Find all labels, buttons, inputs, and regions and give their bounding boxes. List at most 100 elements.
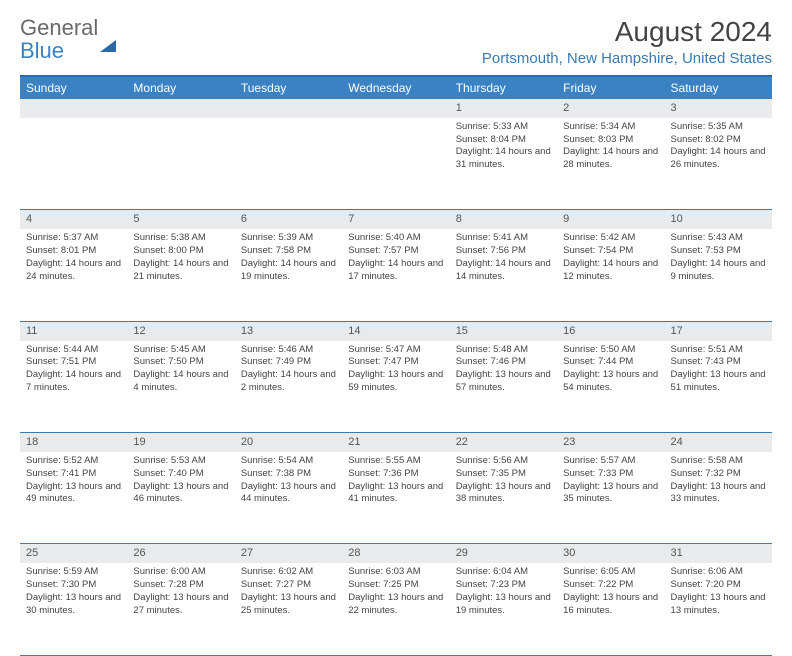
daylight: Daylight: 13 hours and 46 minutes. xyxy=(133,481,228,507)
sunrise: Sunrise: 5:48 AM xyxy=(456,344,551,357)
sunset: Sunset: 8:00 PM xyxy=(133,245,228,258)
daylight: Daylight: 13 hours and 51 minutes. xyxy=(671,369,766,395)
daylight: Daylight: 13 hours and 22 minutes. xyxy=(348,592,443,618)
daylight: Daylight: 14 hours and 28 minutes. xyxy=(563,146,658,172)
day-header-row: SundayMondayTuesdayWednesdayThursdayFrid… xyxy=(20,76,772,99)
day-number xyxy=(235,99,342,118)
day-number: 19 xyxy=(127,433,234,452)
day-cell: Sunrise: 5:59 AMSunset: 7:30 PMDaylight:… xyxy=(20,563,127,655)
sunset: Sunset: 8:03 PM xyxy=(563,134,658,147)
sunset: Sunset: 7:50 PM xyxy=(133,356,228,369)
daylight: Daylight: 14 hours and 19 minutes. xyxy=(241,258,336,284)
daylight: Daylight: 13 hours and 25 minutes. xyxy=(241,592,336,618)
day-number: 24 xyxy=(665,433,772,452)
sunset: Sunset: 8:01 PM xyxy=(26,245,121,258)
daylight: Daylight: 14 hours and 12 minutes. xyxy=(563,258,658,284)
sunrise: Sunrise: 5:39 AM xyxy=(241,232,336,245)
day-number: 10 xyxy=(665,210,772,229)
sunset: Sunset: 7:58 PM xyxy=(241,245,336,258)
sunrise: Sunrise: 5:38 AM xyxy=(133,232,228,245)
location: Portsmouth, New Hampshire, United States xyxy=(482,50,772,67)
sunset: Sunset: 7:32 PM xyxy=(671,468,766,481)
daylight: Daylight: 13 hours and 27 minutes. xyxy=(133,592,228,618)
day-number: 20 xyxy=(235,433,342,452)
day-cell xyxy=(20,118,127,210)
daylight: Daylight: 13 hours and 38 minutes. xyxy=(456,481,551,507)
daylight: Daylight: 14 hours and 26 minutes. xyxy=(671,146,766,172)
sunset: Sunset: 7:40 PM xyxy=(133,468,228,481)
day-cell: Sunrise: 5:35 AMSunset: 8:02 PMDaylight:… xyxy=(665,118,772,210)
day-header: Sunday xyxy=(20,76,127,99)
day-number: 29 xyxy=(450,544,557,563)
daylight: Daylight: 14 hours and 2 minutes. xyxy=(241,369,336,395)
sunrise: Sunrise: 5:42 AM xyxy=(563,232,658,245)
day-number: 26 xyxy=(127,544,234,563)
sunrise: Sunrise: 5:40 AM xyxy=(348,232,443,245)
sunrise: Sunrise: 5:41 AM xyxy=(456,232,551,245)
calendar-table: SundayMondayTuesdayWednesdayThursdayFrid… xyxy=(20,75,772,656)
day-cell: Sunrise: 5:57 AMSunset: 7:33 PMDaylight:… xyxy=(557,452,664,544)
sunrise: Sunrise: 5:33 AM xyxy=(456,121,551,134)
sunset: Sunset: 7:23 PM xyxy=(456,579,551,592)
day-number: 1 xyxy=(450,99,557,118)
day-cell: Sunrise: 5:46 AMSunset: 7:49 PMDaylight:… xyxy=(235,341,342,433)
day-header: Friday xyxy=(557,76,664,99)
day-number-row: 25262728293031 xyxy=(20,544,772,563)
daylight: Daylight: 13 hours and 19 minutes. xyxy=(456,592,551,618)
sunrise: Sunrise: 6:04 AM xyxy=(456,566,551,579)
day-cell: Sunrise: 6:04 AMSunset: 7:23 PMDaylight:… xyxy=(450,563,557,655)
sunset: Sunset: 7:57 PM xyxy=(348,245,443,258)
sunrise: Sunrise: 5:46 AM xyxy=(241,344,336,357)
daylight: Daylight: 13 hours and 54 minutes. xyxy=(563,369,658,395)
daylight: Daylight: 13 hours and 59 minutes. xyxy=(348,369,443,395)
day-cell: Sunrise: 5:38 AMSunset: 8:00 PMDaylight:… xyxy=(127,229,234,321)
day-number: 5 xyxy=(127,210,234,229)
sunrise: Sunrise: 5:45 AM xyxy=(133,344,228,357)
sunset: Sunset: 7:28 PM xyxy=(133,579,228,592)
sunset: Sunset: 7:56 PM xyxy=(456,245,551,258)
day-number: 13 xyxy=(235,321,342,340)
sunrise: Sunrise: 5:34 AM xyxy=(563,121,658,134)
day-cell: Sunrise: 5:47 AMSunset: 7:47 PMDaylight:… xyxy=(342,341,449,433)
day-cell: Sunrise: 5:34 AMSunset: 8:03 PMDaylight:… xyxy=(557,118,664,210)
sunrise: Sunrise: 6:02 AM xyxy=(241,566,336,579)
day-number: 30 xyxy=(557,544,664,563)
day-cell: Sunrise: 5:52 AMSunset: 7:41 PMDaylight:… xyxy=(20,452,127,544)
day-cell: Sunrise: 5:42 AMSunset: 7:54 PMDaylight:… xyxy=(557,229,664,321)
day-number xyxy=(342,99,449,118)
day-number: 27 xyxy=(235,544,342,563)
day-number: 6 xyxy=(235,210,342,229)
daylight: Daylight: 13 hours and 44 minutes. xyxy=(241,481,336,507)
day-cell: Sunrise: 6:06 AMSunset: 7:20 PMDaylight:… xyxy=(665,563,772,655)
day-header: Wednesday xyxy=(342,76,449,99)
sunset: Sunset: 7:33 PM xyxy=(563,468,658,481)
day-number: 23 xyxy=(557,433,664,452)
sunrise: Sunrise: 6:03 AM xyxy=(348,566,443,579)
sunrise: Sunrise: 6:06 AM xyxy=(671,566,766,579)
sunrise: Sunrise: 5:55 AM xyxy=(348,455,443,468)
day-cell xyxy=(342,118,449,210)
day-number: 21 xyxy=(342,433,449,452)
day-number: 28 xyxy=(342,544,449,563)
sunrise: Sunrise: 5:53 AM xyxy=(133,455,228,468)
day-number: 9 xyxy=(557,210,664,229)
day-number-row: 11121314151617 xyxy=(20,321,772,340)
day-cell: Sunrise: 6:03 AMSunset: 7:25 PMDaylight:… xyxy=(342,563,449,655)
day-cell: Sunrise: 5:48 AMSunset: 7:46 PMDaylight:… xyxy=(450,341,557,433)
daylight: Daylight: 14 hours and 9 minutes. xyxy=(671,258,766,284)
day-cell: Sunrise: 6:02 AMSunset: 7:27 PMDaylight:… xyxy=(235,563,342,655)
daylight: Daylight: 14 hours and 31 minutes. xyxy=(456,146,551,172)
title-block: August 2024 Portsmouth, New Hampshire, U… xyxy=(482,16,772,67)
day-content-row: Sunrise: 5:59 AMSunset: 7:30 PMDaylight:… xyxy=(20,563,772,655)
daylight: Daylight: 14 hours and 24 minutes. xyxy=(26,258,121,284)
day-cell: Sunrise: 5:45 AMSunset: 7:50 PMDaylight:… xyxy=(127,341,234,433)
sunrise: Sunrise: 5:37 AM xyxy=(26,232,121,245)
sunset: Sunset: 7:43 PM xyxy=(671,356,766,369)
day-cell: Sunrise: 6:05 AMSunset: 7:22 PMDaylight:… xyxy=(557,563,664,655)
logo-line2: Blue xyxy=(20,38,64,63)
day-number: 16 xyxy=(557,321,664,340)
day-number: 22 xyxy=(450,433,557,452)
sunset: Sunset: 7:27 PM xyxy=(241,579,336,592)
sunset: Sunset: 7:53 PM xyxy=(671,245,766,258)
daylight: Daylight: 13 hours and 41 minutes. xyxy=(348,481,443,507)
